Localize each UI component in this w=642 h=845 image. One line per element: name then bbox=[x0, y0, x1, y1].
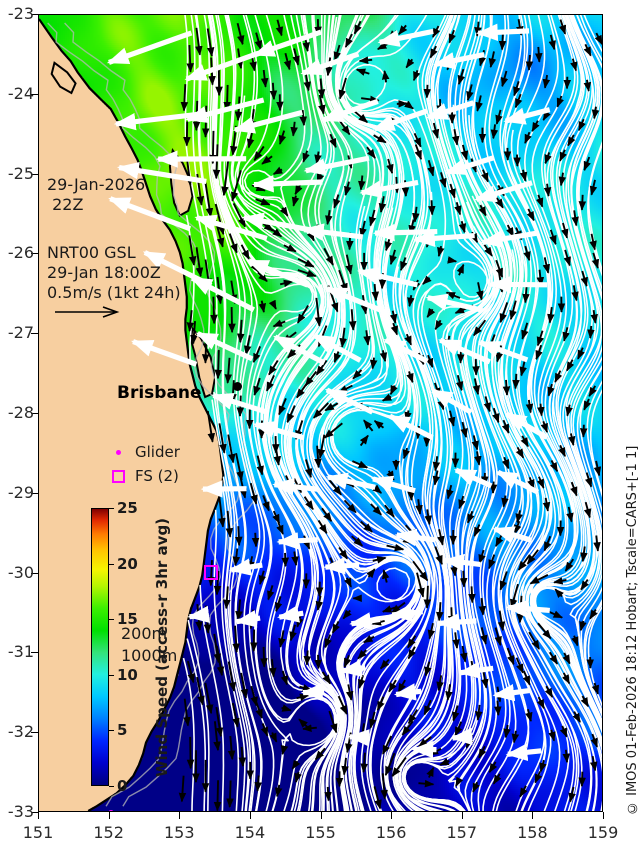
colorbar-tick-label: 25 bbox=[117, 499, 138, 517]
x-tick-label: 155 bbox=[305, 823, 336, 842]
x-tick-label: 153 bbox=[163, 823, 195, 842]
legend-label-fs: FS (2) bbox=[135, 467, 179, 485]
x-tick-label: 152 bbox=[93, 823, 124, 842]
model-line-2: 29-Jan 18:00Z bbox=[47, 263, 161, 282]
x-tick-label: 157 bbox=[446, 823, 478, 842]
x-tick-label: 154 bbox=[234, 823, 266, 842]
model-line-3: 0.5m/s (1kt 24h) bbox=[47, 283, 181, 302]
colorbar: 0 5 10 15 20 25 Wind Speed (access-r 3hr avg) bbox=[91, 499, 211, 795]
x-tick bbox=[391, 812, 393, 819]
colorbar-tick bbox=[109, 563, 114, 565]
x-tick-label: 156 bbox=[375, 823, 407, 842]
credit-text: © IMOS 01-Feb-2026 18:12 Hobart; Tscale=… bbox=[625, 445, 640, 815]
x-tick bbox=[38, 812, 39, 819]
y-tick-label: -26 bbox=[7, 243, 34, 263]
map-plot-area[interactable]: 29-Jan-2026 22Z NRT00 GSL 29-Jan 18:00Z … bbox=[38, 14, 603, 812]
date-annotation: 29-Jan-2026 22Z bbox=[47, 175, 145, 215]
depth-line-1: 200m bbox=[121, 624, 168, 643]
y-tick bbox=[31, 492, 38, 494]
colorbar-tick bbox=[109, 674, 114, 676]
y-tick-label: -33 bbox=[7, 802, 34, 821]
colorbar-gradient bbox=[91, 508, 109, 786]
y-tick-label: -23 bbox=[7, 4, 34, 23]
y-tick bbox=[31, 173, 38, 175]
y-tick bbox=[31, 253, 38, 255]
y-tick-label: -28 bbox=[7, 403, 34, 422]
y-tick bbox=[31, 14, 38, 15]
x-tick-label: 151 bbox=[22, 823, 54, 842]
y-tick bbox=[31, 812, 38, 813]
map-legend: Glider FS (2) bbox=[101, 440, 180, 488]
y-tick bbox=[31, 333, 38, 335]
colorbar-tick-label: 0 bbox=[117, 777, 128, 795]
colorbar-tick bbox=[109, 508, 114, 509]
y-tick bbox=[31, 732, 38, 734]
depth-contour-annotation: 200m 1000m bbox=[121, 623, 177, 667]
depth-line-2: 1000m bbox=[121, 646, 178, 665]
y-tick bbox=[31, 413, 38, 414]
colorbar-tick-label: 5 bbox=[117, 721, 128, 740]
brisbane-label: Brisbane bbox=[117, 383, 202, 403]
x-tick bbox=[249, 812, 251, 819]
colorbar-tick-label: 10 bbox=[117, 665, 138, 684]
x-tick bbox=[179, 812, 181, 819]
glider-marker[interactable] bbox=[108, 810, 114, 811]
legend-item-glider: Glider bbox=[101, 440, 180, 464]
x-tick-label: 159 bbox=[587, 823, 619, 842]
colorbar-title: Wind Speed (access-r 3hr avg) bbox=[153, 517, 171, 777]
y-tick-label: -30 bbox=[7, 562, 34, 582]
x-tick-label: 158 bbox=[517, 823, 548, 842]
glider-dot-icon bbox=[101, 449, 135, 455]
y-tick-label: -29 bbox=[7, 482, 34, 502]
date-line-1: 29-Jan-2026 bbox=[47, 175, 146, 194]
y-tick bbox=[31, 652, 38, 654]
x-tick bbox=[320, 812, 322, 819]
map-overlay-vectors bbox=[39, 15, 602, 811]
x-tick bbox=[108, 812, 110, 819]
y-tick-label: -31 bbox=[7, 642, 34, 662]
x-tick bbox=[461, 812, 463, 819]
colorbar-tick-label: 15 bbox=[117, 610, 138, 629]
model-annotation: NRT00 GSL 29-Jan 18:00Z 0.5m/s (1kt 24h) bbox=[47, 243, 181, 303]
colorbar-tick bbox=[109, 786, 114, 787]
x-tick bbox=[603, 812, 604, 819]
scale-arrow-icon bbox=[55, 306, 120, 318]
legend-label-glider: Glider bbox=[135, 443, 180, 461]
brisbane-marker-dot bbox=[233, 382, 242, 391]
x-tick bbox=[532, 812, 534, 819]
y-tick bbox=[31, 93, 38, 95]
y-tick-label: -27 bbox=[7, 323, 34, 343]
y-tick-label: -24 bbox=[7, 83, 34, 103]
fs-box-icon bbox=[101, 469, 135, 483]
fs-station-marker[interactable] bbox=[204, 565, 218, 580]
legend-item-fs: FS (2) bbox=[101, 464, 180, 488]
y-tick bbox=[31, 572, 38, 574]
colorbar-tick bbox=[109, 730, 114, 732]
colorbar-tick bbox=[109, 619, 114, 621]
colorbar-tick-label: 20 bbox=[117, 554, 138, 573]
y-tick-label: -25 bbox=[7, 163, 34, 183]
date-line-2: 22Z bbox=[47, 195, 84, 214]
model-line-1: NRT00 GSL bbox=[47, 243, 136, 262]
y-tick-label: -32 bbox=[7, 722, 34, 742]
